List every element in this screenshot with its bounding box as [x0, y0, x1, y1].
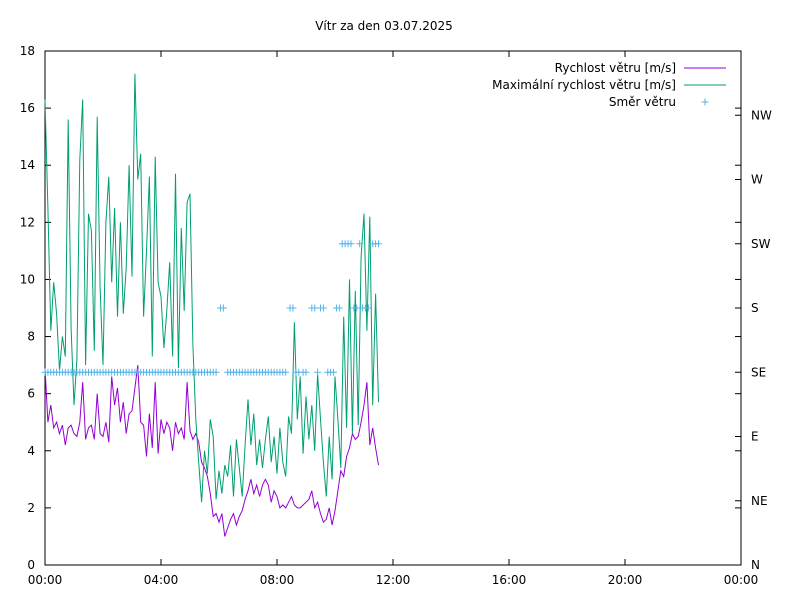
- y-tick-label: 0: [27, 558, 35, 572]
- y2-tick-label: W: [751, 173, 763, 187]
- x-tick-label: 04:00: [144, 573, 179, 587]
- y2-tick-label: NE: [751, 494, 768, 508]
- legend: Rychlost větru [m/s] Maximální rychlost v…: [492, 61, 726, 109]
- series-line: [44, 73, 379, 503]
- series-layer: [41, 73, 382, 537]
- series-point: [356, 240, 364, 248]
- x-tick-label: 20:00: [608, 573, 643, 587]
- series-point: [319, 304, 327, 312]
- y2-tick-label: S: [751, 301, 759, 315]
- series-point: [347, 240, 355, 248]
- x-tick-label: 00:00: [28, 573, 63, 587]
- plot-frame: [44, 50, 742, 566]
- y-tick-label: 10: [20, 272, 35, 286]
- legend-label: Směr větru: [609, 95, 676, 109]
- y-tick-label: 2: [27, 501, 35, 515]
- y2-tick-label: NW: [751, 108, 772, 122]
- y2-tick-label: N: [751, 558, 760, 572]
- series-point: [314, 368, 322, 376]
- series-point: [212, 368, 220, 376]
- y-tick-label: 18: [20, 44, 35, 58]
- y-tick-label: 14: [20, 158, 35, 172]
- series-0: [44, 365, 379, 537]
- series-point: [289, 304, 297, 312]
- y-tick-label: 4: [27, 444, 35, 458]
- legend-label: Maximální rychlost větru [m/s]: [492, 78, 676, 92]
- y2-tick-label: E: [751, 430, 759, 444]
- axis-ticks: 0 2 4 6 8 10 12 14 16 18 00:00 04:00 08:00 12:00 16:00…: [20, 44, 772, 587]
- y-tick-label: 16: [20, 101, 35, 115]
- x-tick-label: 12:00: [376, 573, 411, 587]
- y2-tick-label: SW: [751, 237, 771, 251]
- series-line: [44, 365, 379, 537]
- series-point: [335, 304, 343, 312]
- y-tick-label: 12: [20, 215, 35, 229]
- chart-title: Vítr za den 03.07.2025: [315, 19, 453, 33]
- series-point: [330, 368, 338, 376]
- x-tick-label: 08:00: [260, 573, 295, 587]
- y-tick-label: 8: [27, 330, 35, 344]
- series-1: [44, 73, 379, 503]
- x-tick-label: 00:00: [724, 573, 759, 587]
- y2-tick-label: SE: [751, 365, 766, 379]
- series-point: [302, 368, 310, 376]
- series-point: [219, 304, 227, 312]
- series-point: [282, 368, 290, 376]
- series-point: [364, 304, 372, 312]
- series-2: [41, 240, 382, 376]
- legend-label: Rychlost větru [m/s]: [555, 61, 676, 75]
- y-tick-label: 6: [27, 387, 35, 401]
- legend-swatch: [701, 98, 709, 106]
- x-tick-label: 16:00: [492, 573, 527, 587]
- series-point: [375, 240, 382, 248]
